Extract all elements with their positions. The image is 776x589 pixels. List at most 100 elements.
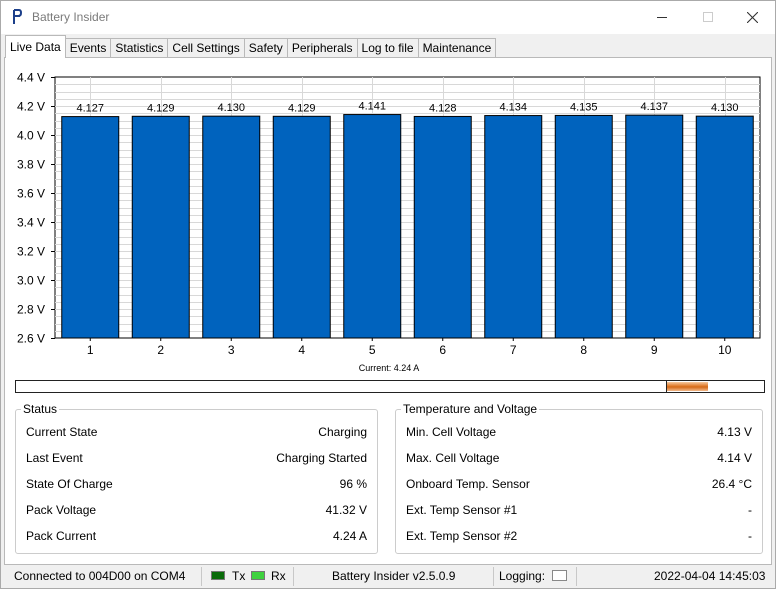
- status-value: 4.24 A: [332, 529, 367, 543]
- y-tick-label: 2.6 V: [17, 332, 45, 346]
- cell-voltage-chart: 2.6 V 2.8 V 3.0 V 3.2 V 3.4 V 3.6 V 3.8 V 4.0 V…: [17, 71, 761, 357]
- temperature-voltage-group-title: Temperature and Voltage: [401, 402, 540, 416]
- status-bar: Connected to 004D00 on COM4 Tx Rx Batter…: [1, 565, 775, 588]
- voltage-bar: [484, 115, 543, 339]
- close-icon: [746, 11, 758, 23]
- tab-safety[interactable]: Safety: [243, 38, 288, 58]
- tv-label: Ext. Temp Sensor #1: [406, 503, 518, 517]
- x-tick-label: 7: [510, 343, 517, 357]
- maximize-icon: [703, 12, 713, 22]
- y-tick-label: 3.6 V: [17, 187, 45, 201]
- tv-value: -: [748, 503, 752, 517]
- current-gauge-zero-marker: [666, 381, 667, 392]
- tv-label: Max. Cell Voltage: [406, 451, 500, 465]
- status-value: Charging Started: [276, 451, 367, 465]
- status-row-current-state: Current State Charging: [26, 425, 367, 441]
- tv-row-onboard-temp: Onboard Temp. Sensor 26.4 °C: [406, 477, 752, 493]
- tab-peripherals[interactable]: Peripherals: [286, 38, 358, 58]
- voltage-bar: [131, 115, 190, 339]
- y-tick-label: 3.8 V: [17, 158, 45, 172]
- tv-value: 26.4 °C: [711, 477, 752, 491]
- tab-live-data[interactable]: Live Data: [5, 35, 66, 58]
- current-gauge-fill: [666, 382, 708, 391]
- x-tick-label: 9: [651, 343, 658, 357]
- status-group-title: Status: [21, 402, 60, 416]
- x-tick-label: 6: [439, 343, 446, 357]
- y-tick-label: 4.0 V: [17, 129, 45, 143]
- bar-value-label: 4.130: [711, 102, 739, 114]
- status-row-state-of-charge: State Of Charge 96 %: [26, 477, 367, 493]
- current-label: Current: 4.24 A: [358, 363, 420, 373]
- logging-indicator: [552, 570, 567, 581]
- status-value: 41.32 V: [325, 503, 367, 517]
- x-tick-label: 5: [369, 343, 376, 357]
- tv-row-ext-temp-1: Ext. Temp Sensor #1 -: [406, 503, 752, 519]
- bar-value-label: 4.128: [429, 102, 457, 114]
- status-value: Charging: [318, 425, 367, 439]
- tab-statistics[interactable]: Statistics: [110, 38, 169, 58]
- minimize-button[interactable]: [639, 1, 685, 33]
- connection-status: Connected to 004D00 on COM4: [14, 569, 186, 583]
- tab-cell-settings[interactable]: Cell Settings: [167, 38, 245, 58]
- status-row-last-event: Last Event Charging Started: [26, 451, 367, 467]
- tab-maintenance[interactable]: Maintenance: [417, 38, 497, 58]
- status-label: Last Event: [26, 451, 83, 465]
- status-row-pack-current: Pack Current 4.24 A: [26, 529, 367, 545]
- tab-strip: Live Data Events Statistics Cell Setting…: [5, 35, 497, 58]
- logging-label: Logging:: [499, 569, 546, 583]
- status-label: Current State: [26, 425, 98, 439]
- x-tick-label: 10: [718, 343, 732, 357]
- status-label: Pack Voltage: [26, 503, 97, 517]
- maximize-button[interactable]: [685, 1, 731, 33]
- tv-label: Onboard Temp. Sensor: [406, 477, 530, 491]
- tab-log-to-file[interactable]: Log to file: [356, 38, 419, 58]
- title-bar: Battery Insider: [1, 1, 775, 34]
- bar-value-label: 4.130: [217, 102, 245, 114]
- minimize-icon: [657, 17, 667, 18]
- status-separator: [201, 567, 202, 586]
- x-tick-label: 8: [580, 343, 587, 357]
- bar-value-label: 4.137: [640, 101, 668, 113]
- voltage-bar: [272, 115, 331, 339]
- x-tick-label: 4: [298, 343, 305, 357]
- bar-value-label: 4.127: [76, 103, 104, 115]
- tv-label: Ext. Temp Sensor #2: [406, 529, 518, 543]
- tv-row-max-cell-voltage: Max. Cell Voltage 4.14 V: [406, 451, 752, 467]
- rx-label: Rx: [271, 569, 286, 583]
- voltage-bar: [554, 114, 613, 339]
- tv-label: Min. Cell Voltage: [406, 425, 497, 439]
- bar-value-label: 4.134: [499, 102, 527, 114]
- status-separator: [493, 567, 494, 586]
- status-separator: [293, 567, 294, 586]
- tab-events[interactable]: Events: [64, 38, 112, 58]
- voltage-bar: [695, 115, 754, 339]
- rx-indicator-icon: [251, 571, 265, 580]
- battery-insider-logo-icon: [13, 9, 23, 24]
- tv-value: 4.14 V: [717, 451, 752, 465]
- y-tick-label: 3.0 V: [17, 274, 45, 288]
- app-version: Battery Insider v2.5.0.9: [332, 569, 456, 583]
- bar-value-label: 4.129: [288, 102, 316, 114]
- datetime: 2022-04-04 14:45:03: [654, 569, 766, 583]
- tv-row-min-cell-voltage: Min. Cell Voltage 4.13 V: [406, 425, 752, 441]
- voltage-bar: [625, 114, 684, 339]
- status-label: State Of Charge: [26, 477, 113, 491]
- status-label: Pack Current: [26, 529, 97, 543]
- close-button[interactable]: [729, 1, 775, 33]
- tv-value: 4.13 V: [717, 425, 752, 439]
- bar-value-label: 4.129: [147, 102, 175, 114]
- bar-value-label: 4.135: [570, 101, 598, 113]
- y-tick-label: 3.2 V: [17, 245, 45, 259]
- status-value: 96 %: [339, 477, 367, 491]
- tx-label: Tx: [232, 569, 246, 583]
- y-tick-label: 3.4 V: [17, 216, 45, 230]
- status-group: Status Current State Charging Last Event…: [15, 402, 378, 554]
- status-separator: [576, 567, 577, 586]
- voltage-bar: [413, 115, 472, 339]
- voltage-bar: [202, 115, 261, 339]
- live-data-panel: 2.6 V 2.8 V 3.0 V 3.2 V 3.4 V 3.6 V 3.8 V 4.0 V…: [4, 57, 772, 565]
- x-tick-label: 3: [228, 343, 235, 357]
- tv-row-ext-temp-2: Ext. Temp Sensor #2 -: [406, 529, 752, 545]
- bar-value-label: 4.141: [358, 101, 386, 113]
